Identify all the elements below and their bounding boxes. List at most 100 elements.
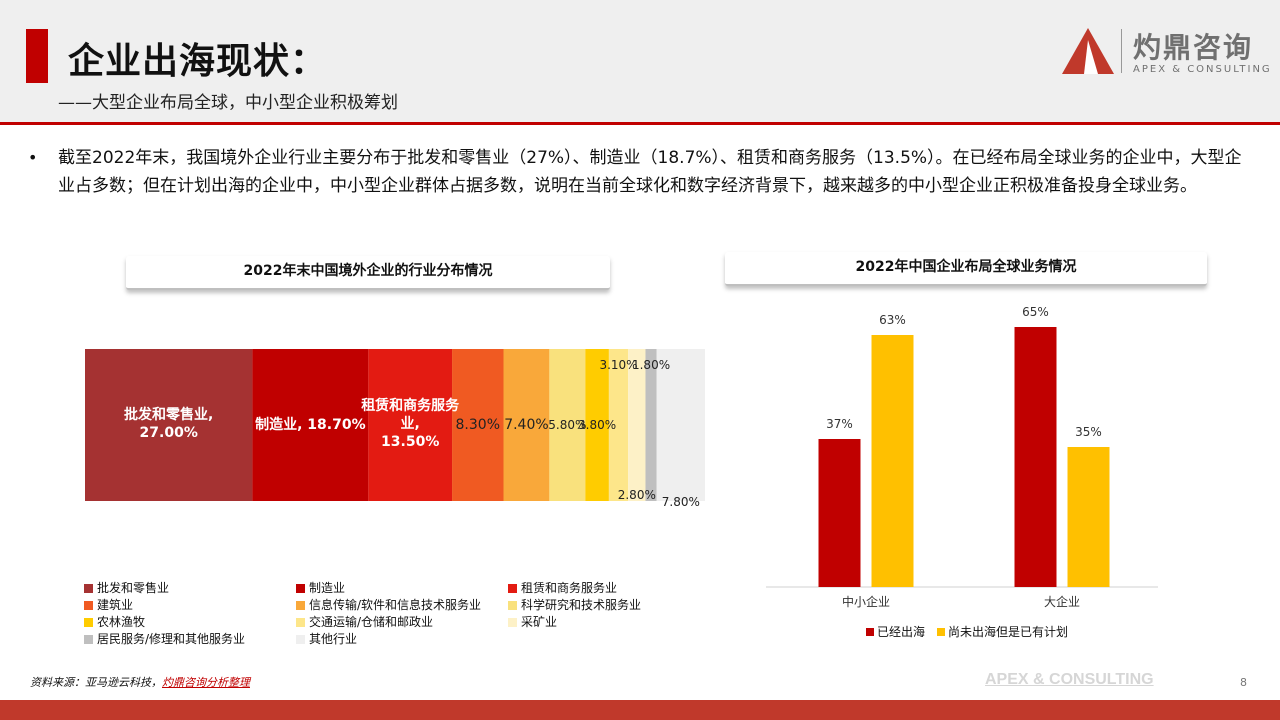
x-tick-label: 大企业 (1044, 594, 1080, 609)
legend-swatch (937, 627, 946, 636)
bar-segment (252, 349, 369, 501)
legend-swatch (84, 618, 93, 627)
legend-swatch (866, 627, 874, 636)
data-label: 3.10% (599, 358, 637, 372)
x-tick-label: 中小企业 (842, 594, 890, 609)
footer-band (0, 700, 1280, 720)
footer-brand: APEX & CONSULTING (985, 671, 1154, 688)
legend-swatch (296, 601, 305, 610)
bar-value-label: 37% (826, 417, 853, 431)
legend-label: 科学研究和技术服务业 (521, 598, 642, 612)
legend-label: 信息传输/软件和信息技术服务业 (309, 598, 482, 612)
legend-label: 建筑业 (97, 598, 134, 612)
legend-label: 制造业 (309, 581, 346, 595)
logo-text-en: APEX & CONSULTING (1133, 64, 1272, 75)
bar-segment (503, 349, 550, 501)
data-label-line: 3.10% (599, 358, 637, 372)
legend-item: 居民服务/修理和其他服务业 (84, 631, 296, 648)
global-legend: 已经出海 尚未出海但是已有计划 (866, 623, 1068, 640)
legend-swatch (296, 635, 305, 644)
source-link[interactable]: 灼鼎咨询分析整理 (162, 676, 250, 689)
data-label-line: 2.80% (618, 488, 656, 502)
chart-title-industry: 2022年末中国境外企业的行业分布情况 (243, 263, 493, 279)
data-label-line: 批发和零售业, (124, 406, 213, 423)
chart-title-global: 2022年中国企业布局全球业务情况 (855, 259, 1077, 275)
bar (871, 335, 914, 587)
bar-segment (608, 349, 629, 501)
bar-segment (585, 349, 609, 501)
company-logo: 灼鼎咨询 APEX & CONSULTING (1060, 26, 1270, 78)
data-label-line: 7.40% (504, 417, 548, 433)
legend-label: 交通运输/仓储和邮政业 (309, 615, 434, 629)
legend-label: 尚未出海但是已有计划 (948, 625, 1069, 639)
bar-value-label: 63% (879, 313, 906, 327)
legend-item: 农林渔牧 (84, 614, 296, 631)
legend-swatch (84, 584, 93, 593)
bar-segment (85, 349, 253, 501)
legend-label: 其他行业 (309, 632, 358, 646)
data-label: 2.80% (618, 488, 656, 502)
data-label-line: 8.30% (456, 417, 500, 433)
legend-item: 批发和零售业 (84, 580, 296, 597)
data-label-line: 制造业, 18.70% (255, 416, 366, 433)
legend-label: 居民服务/修理和其他服务业 (97, 632, 246, 646)
legend-item: 已经出海 (866, 623, 925, 640)
data-label: 制造业, 18.70% (255, 416, 366, 433)
data-label: 批发和零售业, 27.00% (124, 406, 213, 441)
legend-item: 交通运输/仓储和邮政业 (296, 614, 508, 631)
data-label-line: 27.00% (140, 425, 198, 441)
data-label: 7.80% (662, 495, 700, 509)
stacked-bar-chart: 批发和零售业, 27.00% 制造业, 18.70% 租赁和商务服务业, 13.50% 8… (85, 349, 705, 509)
header-divider (0, 122, 1280, 125)
chart-title-box-global: 2022年中国企业布局全球业务情况 (725, 252, 1207, 286)
legend-label: 租赁和商务服务业 (521, 581, 618, 595)
legend-item: 信息传输/软件和信息技术服务业 (296, 597, 508, 614)
header-band (0, 0, 1280, 122)
legend-label: 已经出海 (877, 625, 926, 639)
data-label-line: 租赁和商务服务 (361, 397, 460, 414)
data-label-line: 7.80% (662, 495, 700, 509)
bar-segment (549, 349, 586, 501)
bar (1067, 447, 1110, 587)
legend-item: 制造业 (296, 580, 508, 597)
legend-swatch (508, 618, 517, 627)
bar (1014, 327, 1057, 587)
grouped-bar-chart: 37% 63% 中小企业 65% 35% 大企业 (766, 305, 1158, 609)
legend-item: 科学研究和技术服务业 (508, 597, 724, 614)
legend-label: 采矿业 (521, 615, 558, 629)
legend-swatch (84, 601, 93, 610)
bullet-icon: • (28, 148, 38, 167)
source-prefix: 资料来源：亚马逊云科技， (30, 676, 162, 689)
logo-divider (1121, 29, 1122, 73)
legend-item: 其他行业 (296, 631, 508, 648)
data-label-line: 1.80% (632, 358, 670, 372)
legend-item: 租赁和商务服务业 (508, 580, 724, 597)
legend-item: 采矿业 (508, 614, 724, 631)
bar-segment (645, 349, 657, 501)
bar-segment (368, 349, 453, 501)
chart-title-box-industry: 2022年末中国境外企业的行业分布情况 (126, 256, 610, 290)
data-label: 8.30% (456, 417, 500, 433)
data-label: 7.40% (504, 417, 548, 433)
legend-label: 农林渔牧 (97, 615, 146, 629)
bar (818, 439, 861, 587)
legend-swatch (508, 601, 517, 610)
logo-text-cn: 灼鼎咨询 (1133, 31, 1254, 64)
data-label-line: 5.80% (548, 418, 586, 432)
legend-swatch (296, 618, 305, 627)
page-subtitle: ——大型企业布局全球，中小型企业积极筹划 (58, 93, 398, 113)
page-title: 企业出海现状： (68, 41, 328, 82)
source-note: 资料来源：亚马逊云科技，灼鼎咨询分析整理 (30, 674, 250, 690)
page-number: 8 (1240, 676, 1247, 689)
data-label: 1.80% (632, 358, 670, 372)
data-label-line: 3.80% (578, 418, 616, 432)
title-accent-bar (26, 29, 48, 83)
intro-paragraph: 截至2022年末，我国境外企业行业主要分布于批发和零售业（27%）、制造业（18… (58, 148, 1242, 196)
data-label-line: 13.50% (381, 434, 439, 450)
data-label-line: 业, (401, 416, 420, 432)
legend-item: 建筑业 (84, 597, 296, 614)
bar-segment (656, 349, 705, 501)
logo-triangle-icon (1062, 28, 1114, 74)
legend-label: 批发和零售业 (97, 581, 170, 595)
legend-swatch (296, 584, 305, 593)
